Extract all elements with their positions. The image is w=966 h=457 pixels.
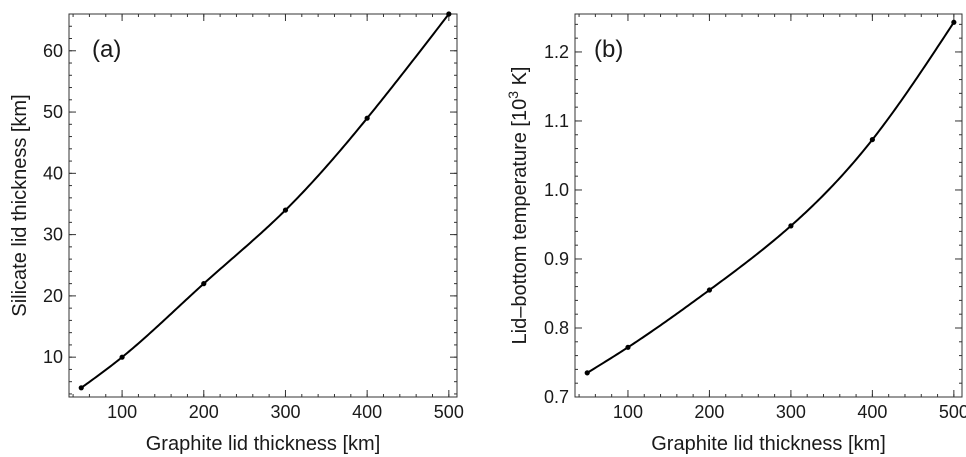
y-tick-label: 30: [43, 225, 63, 245]
plot-frame: [68, 13, 458, 398]
y-tick-label: 0.9: [544, 249, 569, 269]
panel-b: 100 200 300 400 500 0.7 0.8 0.9 1.0 1.1 1.2 Graphit…: [505, 13, 966, 455]
y-tick-label: 0.8: [544, 318, 569, 338]
y-axis-label: Silicate lid thickness [km]: [9, 94, 31, 316]
panel-a: 100 200 300 400 500 10 20 30 40 50 60 Graphite lid …: [9, 11, 464, 455]
series-line: [586, 21, 955, 374]
y-axis-label-suffix: K]: [509, 67, 531, 91]
x-tick-label: 200: [694, 402, 724, 422]
y-tick-label: 60: [43, 41, 63, 61]
x-tick-label: 100: [613, 402, 643, 422]
plot-frame: [574, 13, 963, 398]
series-line: [80, 13, 450, 389]
y-tick-label: 1.2: [544, 42, 569, 62]
x-tick-label: 400: [857, 402, 887, 422]
y-tick-label: 50: [43, 102, 63, 122]
y-tick-label: 20: [43, 286, 63, 306]
data-point: [584, 370, 590, 376]
data-point: [869, 136, 875, 143]
y-axis-label-superscript: 3: [505, 91, 521, 99]
x-tick-label: 400: [352, 402, 382, 422]
x-tick-label: 200: [189, 402, 219, 422]
data-point: [78, 385, 84, 391]
x-tick-label: 100: [107, 402, 137, 422]
data-point: [201, 281, 207, 287]
y-tick-label: 1.0: [544, 180, 569, 200]
data-point: [625, 344, 631, 350]
data-point: [788, 223, 794, 229]
y-tick-label: 0.7: [544, 387, 569, 407]
y-tick-label: 1.1: [544, 111, 569, 131]
x-axis-label: Graphite lid thickness [km]: [146, 433, 381, 455]
data-point: [119, 354, 125, 360]
x-tick-label: 500: [434, 402, 464, 422]
x-tick-label: 300: [776, 402, 806, 422]
y-axis-label: Lid–bottom temperature [103 K]: [505, 67, 531, 345]
y-tick-label: 40: [43, 163, 63, 183]
data-point: [706, 287, 713, 293]
data-point: [282, 207, 289, 213]
y-axis-label-main: Lid–bottom temperature [10: [509, 99, 531, 345]
y-tick-label: 10: [43, 347, 63, 367]
y-axis-label-main: Silicate lid thickness [km]: [9, 94, 31, 316]
data-point: [951, 19, 957, 25]
panel-label: (a): [92, 36, 121, 63]
data-point: [446, 11, 452, 17]
panel-label: (b): [594, 36, 623, 63]
x-tick-label: 500: [939, 402, 966, 422]
data-point: [364, 115, 370, 121]
x-axis-label: Graphite lid thickness [km]: [651, 433, 886, 455]
x-tick-label: 300: [270, 402, 300, 422]
